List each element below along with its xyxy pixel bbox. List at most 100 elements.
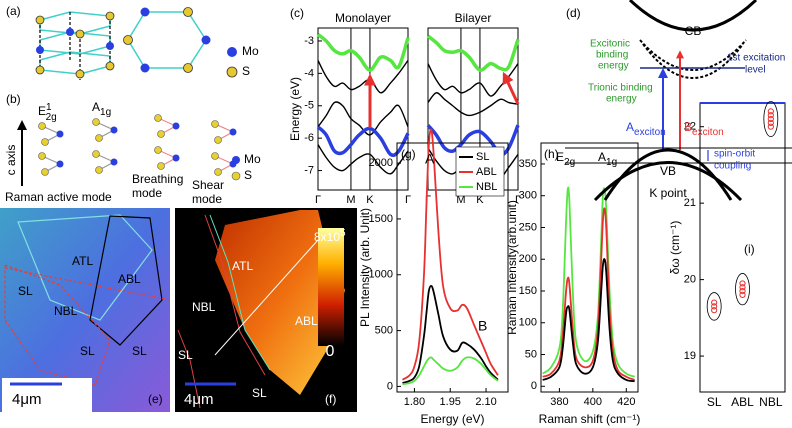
x-tick-label: 400: [584, 396, 602, 408]
panel-label: (e): [148, 392, 163, 406]
mode-caption: Shear: [192, 178, 224, 192]
exciton-label: A: [626, 120, 634, 134]
x-tick-label: M: [456, 194, 465, 206]
mode-label: 1g: [100, 107, 111, 118]
energy-label: energy: [598, 61, 629, 72]
plot-frame: [540, 142, 639, 393]
data-point: [711, 299, 718, 306]
mode-caption: Raman active mode: [5, 190, 112, 204]
series-line: [316, 125, 410, 158]
y-tick-label: -3: [304, 35, 314, 47]
group-ellipse: [706, 292, 722, 321]
legend-label: SL: [476, 151, 489, 163]
data-point: [711, 307, 718, 314]
data-point: [711, 303, 718, 310]
region-label: ABL: [118, 272, 141, 286]
series-line: [542, 186, 635, 378]
energy-label: Excitonic: [590, 39, 630, 50]
plot-frame: [396, 142, 509, 393]
y-axis-label: PL Intensity (arb. Unit): [358, 208, 372, 327]
group-ellipse: [735, 273, 750, 306]
legend-label: Mo: [244, 152, 261, 166]
transition-arrow: [502, 71, 520, 105]
mode-label: A1g: [92, 100, 111, 117]
y-tick-label: 22: [684, 121, 696, 133]
mode-label: A: [92, 100, 100, 114]
region-label: SL: [132, 344, 147, 358]
band-label: VB: [660, 164, 676, 178]
y-tick-label: 0: [531, 380, 537, 392]
x-tick-label: Γ: [405, 194, 411, 206]
colorbar-label: 5: [340, 228, 346, 239]
data-point: [739, 291, 746, 299]
series-line: [426, 34, 520, 72]
legend-label: S: [244, 168, 252, 182]
series-line: [317, 101, 409, 136]
peak-label: E2g: [556, 150, 575, 167]
x-axis-label: Energy (eV): [420, 412, 484, 426]
legend-label: S: [242, 64, 250, 78]
data-point: [767, 112, 774, 119]
panel-b: (b) c axis E1 2g A1g Raman active mode Br…: [4, 92, 261, 206]
data-point: [767, 108, 774, 115]
data-point: [767, 123, 774, 130]
y-tick-label: 350: [519, 158, 537, 170]
panel-label: (g): [401, 147, 416, 161]
peak-label: A: [425, 151, 435, 167]
peak-label: A1g: [598, 150, 617, 167]
level-label: 1st excitation: [727, 53, 785, 64]
y-tick-label: 2000: [369, 157, 393, 169]
region-label: SL: [252, 386, 267, 400]
panel-f: 8x105 0 ATL ABL NBL SL SL 4μm (f): [175, 208, 357, 412]
panel-label: (c): [290, 6, 304, 20]
panel-label: (b): [6, 92, 21, 106]
x-tick-label: Γ: [315, 194, 321, 206]
y-tick-label: 0: [387, 380, 393, 392]
legend-label: ABL: [476, 166, 497, 178]
y-tick-label: 20: [684, 274, 696, 286]
y-axis-label: δω (cm⁻¹): [668, 221, 682, 275]
scale-label: 4μm: [12, 391, 41, 408]
legend-label: Mo: [242, 44, 259, 58]
y-tick-label: 300: [519, 190, 537, 202]
legend-label: NBL: [476, 181, 497, 193]
series-line: [402, 285, 499, 384]
x-tick-label: Γ: [515, 194, 521, 206]
axis-label: c axis: [4, 145, 18, 176]
x-tick-label: 2.10: [475, 396, 496, 408]
y-tick-label: -6: [304, 132, 314, 144]
y-tick-label: 150: [519, 285, 537, 297]
region-label: SL: [18, 284, 33, 298]
y-tick-label: 1500: [369, 213, 393, 225]
y-axis-label: Raman Intensity(arb.unit): [505, 200, 519, 335]
series-line: [402, 128, 499, 381]
x-tick-label: M: [346, 194, 355, 206]
y-tick-label: 50: [525, 348, 537, 360]
mode-caption: Breathing: [132, 172, 183, 186]
data-point: [767, 115, 774, 123]
x-tick-label: K: [366, 194, 374, 206]
exciton-label: Aexciton: [626, 120, 666, 137]
data-point: [767, 119, 774, 126]
y-tick-label: 100: [519, 317, 537, 329]
mode-label: E1 2g: [38, 102, 57, 123]
x-axis-label: Raman shift (cm⁻¹): [539, 412, 641, 426]
x-tick-label: SL: [707, 395, 722, 409]
series-line: [317, 144, 409, 175]
y-tick-label: -5: [304, 100, 314, 112]
data-point: [739, 284, 746, 291]
region-label: NBL: [192, 300, 216, 314]
mode-caption: mode: [132, 186, 162, 200]
series-line: [402, 356, 499, 386]
energy-label: energy: [606, 94, 637, 105]
subplot-title: Monolayer: [335, 11, 391, 25]
y-tick-label: 19: [684, 350, 696, 362]
level-label: level: [745, 65, 766, 76]
panel-label: (a): [6, 4, 21, 18]
x-tick-label: 420: [617, 396, 635, 408]
panel-label: (h): [544, 147, 559, 161]
y-axis-label: Energy (eV): [288, 77, 302, 141]
subplot-title: Bilayer: [455, 11, 492, 25]
region-label: ATL: [232, 259, 253, 273]
